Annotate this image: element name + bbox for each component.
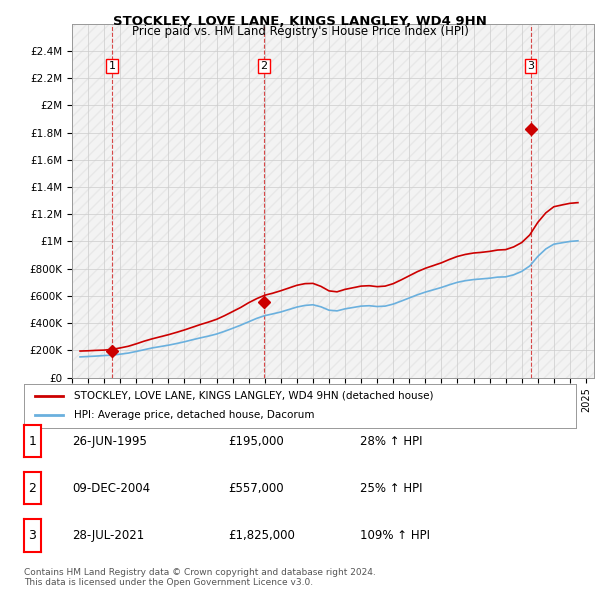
Text: 1: 1	[109, 61, 115, 71]
Text: 2: 2	[260, 61, 268, 71]
Text: £557,000: £557,000	[228, 482, 284, 495]
Text: Contains HM Land Registry data © Crown copyright and database right 2024.
This d: Contains HM Land Registry data © Crown c…	[24, 568, 376, 587]
Text: 2: 2	[28, 481, 37, 495]
Text: £1,825,000: £1,825,000	[228, 529, 295, 542]
Text: 3: 3	[527, 61, 534, 71]
Text: 3: 3	[28, 529, 37, 542]
Text: STOCKLEY, LOVE LANE, KINGS LANGLEY, WD4 9HN: STOCKLEY, LOVE LANE, KINGS LANGLEY, WD4 …	[113, 15, 487, 28]
Text: 26-JUN-1995: 26-JUN-1995	[72, 435, 147, 448]
Text: 25% ↑ HPI: 25% ↑ HPI	[360, 482, 422, 495]
Text: 109% ↑ HPI: 109% ↑ HPI	[360, 529, 430, 542]
Text: HPI: Average price, detached house, Dacorum: HPI: Average price, detached house, Daco…	[74, 411, 314, 420]
Text: 1: 1	[28, 434, 37, 448]
Text: 09-DEC-2004: 09-DEC-2004	[72, 482, 150, 495]
Text: STOCKLEY, LOVE LANE, KINGS LANGLEY, WD4 9HN (detached house): STOCKLEY, LOVE LANE, KINGS LANGLEY, WD4 …	[74, 391, 433, 401]
Text: £195,000: £195,000	[228, 435, 284, 448]
Text: 28-JUL-2021: 28-JUL-2021	[72, 529, 144, 542]
Text: Price paid vs. HM Land Registry's House Price Index (HPI): Price paid vs. HM Land Registry's House …	[131, 25, 469, 38]
Text: 28% ↑ HPI: 28% ↑ HPI	[360, 435, 422, 448]
